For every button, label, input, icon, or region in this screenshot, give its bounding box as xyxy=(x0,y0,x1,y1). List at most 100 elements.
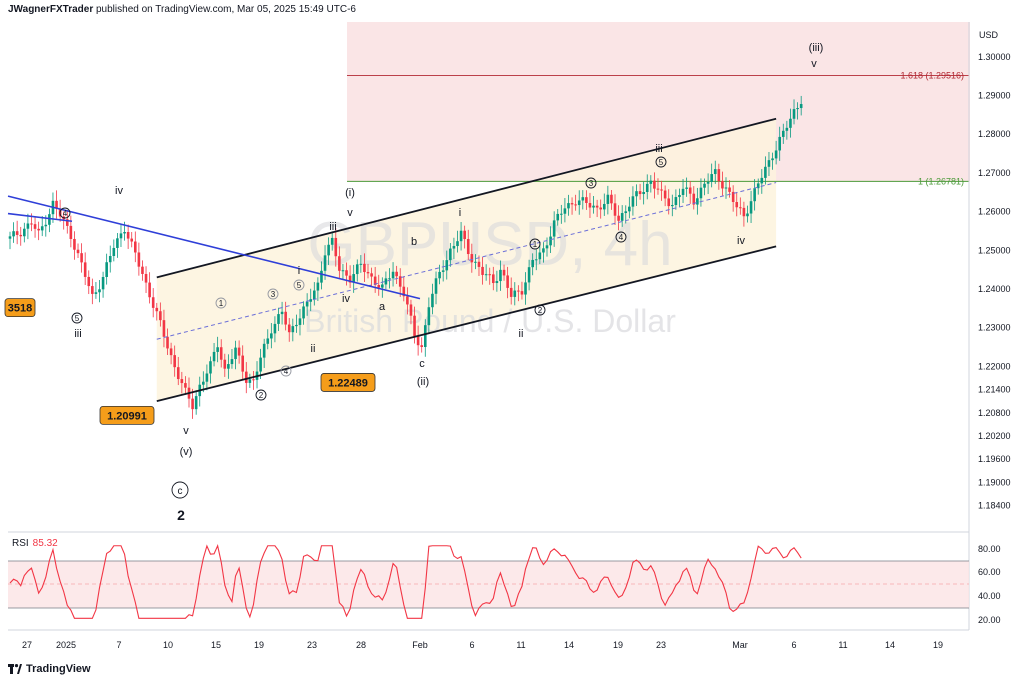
tradingview-footer[interactable]: TradingView xyxy=(8,663,91,675)
candle-body xyxy=(87,276,91,287)
candle-body xyxy=(234,347,237,360)
wave-label-5: v xyxy=(347,207,353,219)
price-tag-label-0: 1.20991 xyxy=(107,410,147,422)
candle-body xyxy=(477,261,481,267)
candle-body xyxy=(710,174,713,183)
candle-body xyxy=(592,205,595,208)
date-tick-13: 23 xyxy=(656,640,666,650)
candle-body xyxy=(542,248,545,253)
price-tick-5: 1.25000 xyxy=(978,245,1011,255)
candle-body xyxy=(176,367,180,380)
candle-body xyxy=(552,220,556,237)
candle-body xyxy=(180,379,184,384)
date-tick-9: 6 xyxy=(469,640,474,650)
wave-label-11: 5 xyxy=(297,281,302,290)
price-tag-0 xyxy=(99,406,155,425)
candle-body xyxy=(309,299,313,302)
date-tick-15: 6 xyxy=(791,640,796,650)
candle-body xyxy=(764,166,767,178)
wave-label-26: iii xyxy=(655,143,662,155)
price-tick-9: 1.21400 xyxy=(978,385,1011,395)
candle-body xyxy=(69,225,73,239)
candle-body xyxy=(44,224,48,227)
candle-body xyxy=(606,194,610,204)
price-tick-12: 1.19600 xyxy=(978,454,1011,464)
candle-body xyxy=(8,236,12,239)
rsi-tick-3: 20.00 xyxy=(978,615,1001,625)
candle-body xyxy=(26,223,30,229)
candle-body xyxy=(352,274,355,283)
candle-body xyxy=(366,272,370,274)
candle-body xyxy=(656,188,660,190)
candle-body xyxy=(270,333,273,339)
candle-body xyxy=(456,241,459,247)
rsi-band xyxy=(8,561,969,608)
candle-body xyxy=(94,292,98,294)
candle-body xyxy=(166,336,169,349)
candle-body xyxy=(667,198,671,207)
candle-body xyxy=(685,187,688,189)
price-tick-13: 1.19000 xyxy=(978,477,1011,487)
candle-body xyxy=(209,361,212,374)
candle-body xyxy=(524,282,527,295)
candle-body xyxy=(123,231,126,234)
candle-body xyxy=(137,252,141,267)
date-axis[interactable]: 27 2025 7 10 15 19 23 28 Feb 6 11 14 19 23 Mar 6 11 14 19 xyxy=(22,640,943,650)
candle-body xyxy=(466,239,470,255)
candle-body xyxy=(395,271,398,277)
candle-body xyxy=(681,188,685,195)
candle-body xyxy=(101,276,105,290)
candle-body xyxy=(105,262,108,277)
fib-label-0: 1.618 (1.29516) xyxy=(900,71,964,81)
candle-body xyxy=(116,238,119,248)
wave-circle-1 xyxy=(59,207,71,219)
candle-body xyxy=(499,269,502,282)
candle-body xyxy=(55,200,58,209)
candle-body xyxy=(742,207,746,217)
currency-label: USD xyxy=(979,30,999,40)
candle-body xyxy=(230,359,234,365)
wave-label-21: ii xyxy=(311,343,316,355)
candle-body xyxy=(663,190,667,199)
price-tick-7: 1.23000 xyxy=(978,323,1011,333)
candle-body xyxy=(194,396,198,410)
candle-body xyxy=(713,169,717,175)
candle-body xyxy=(377,285,381,288)
candle-body xyxy=(191,398,194,410)
wave-label-10: 3 xyxy=(271,290,276,299)
candle-body xyxy=(12,231,15,237)
date-tick-6: 23 xyxy=(307,640,317,650)
candle-body xyxy=(746,213,749,217)
candle-body xyxy=(517,290,520,292)
candle-body xyxy=(620,213,624,221)
candle-body xyxy=(492,274,495,284)
candle-body xyxy=(531,259,534,268)
candle-body xyxy=(628,206,631,212)
candle-body xyxy=(80,253,83,263)
date-tick-5: 19 xyxy=(254,640,264,650)
descending-trendline xyxy=(7,195,421,300)
candle-body xyxy=(588,203,592,208)
candle-body xyxy=(91,286,94,294)
candle-body xyxy=(696,198,699,205)
candle-body xyxy=(549,236,552,246)
candle-body xyxy=(602,203,606,210)
date-tick-12: 19 xyxy=(613,640,623,650)
wave-label-1: 4 xyxy=(63,209,68,218)
candle-body xyxy=(338,256,341,271)
candle-body xyxy=(678,194,681,198)
wave-label-29: v xyxy=(811,58,817,70)
candle-body xyxy=(73,238,76,250)
candle-body xyxy=(567,203,570,209)
candle-body xyxy=(381,284,384,288)
price-tick-2: 1.28000 xyxy=(978,129,1011,139)
price-axis[interactable]: 1.30000 1.29000 1.28000 1.27000 1.26000 1.250… xyxy=(978,52,1011,511)
triangle-lower-line xyxy=(7,212,73,223)
candle-body xyxy=(30,223,33,225)
candle-body xyxy=(33,224,37,229)
candle-body xyxy=(585,197,588,204)
candle-body xyxy=(624,211,628,214)
candle-body xyxy=(348,275,352,283)
wave-label-18: (ii) xyxy=(417,376,429,388)
